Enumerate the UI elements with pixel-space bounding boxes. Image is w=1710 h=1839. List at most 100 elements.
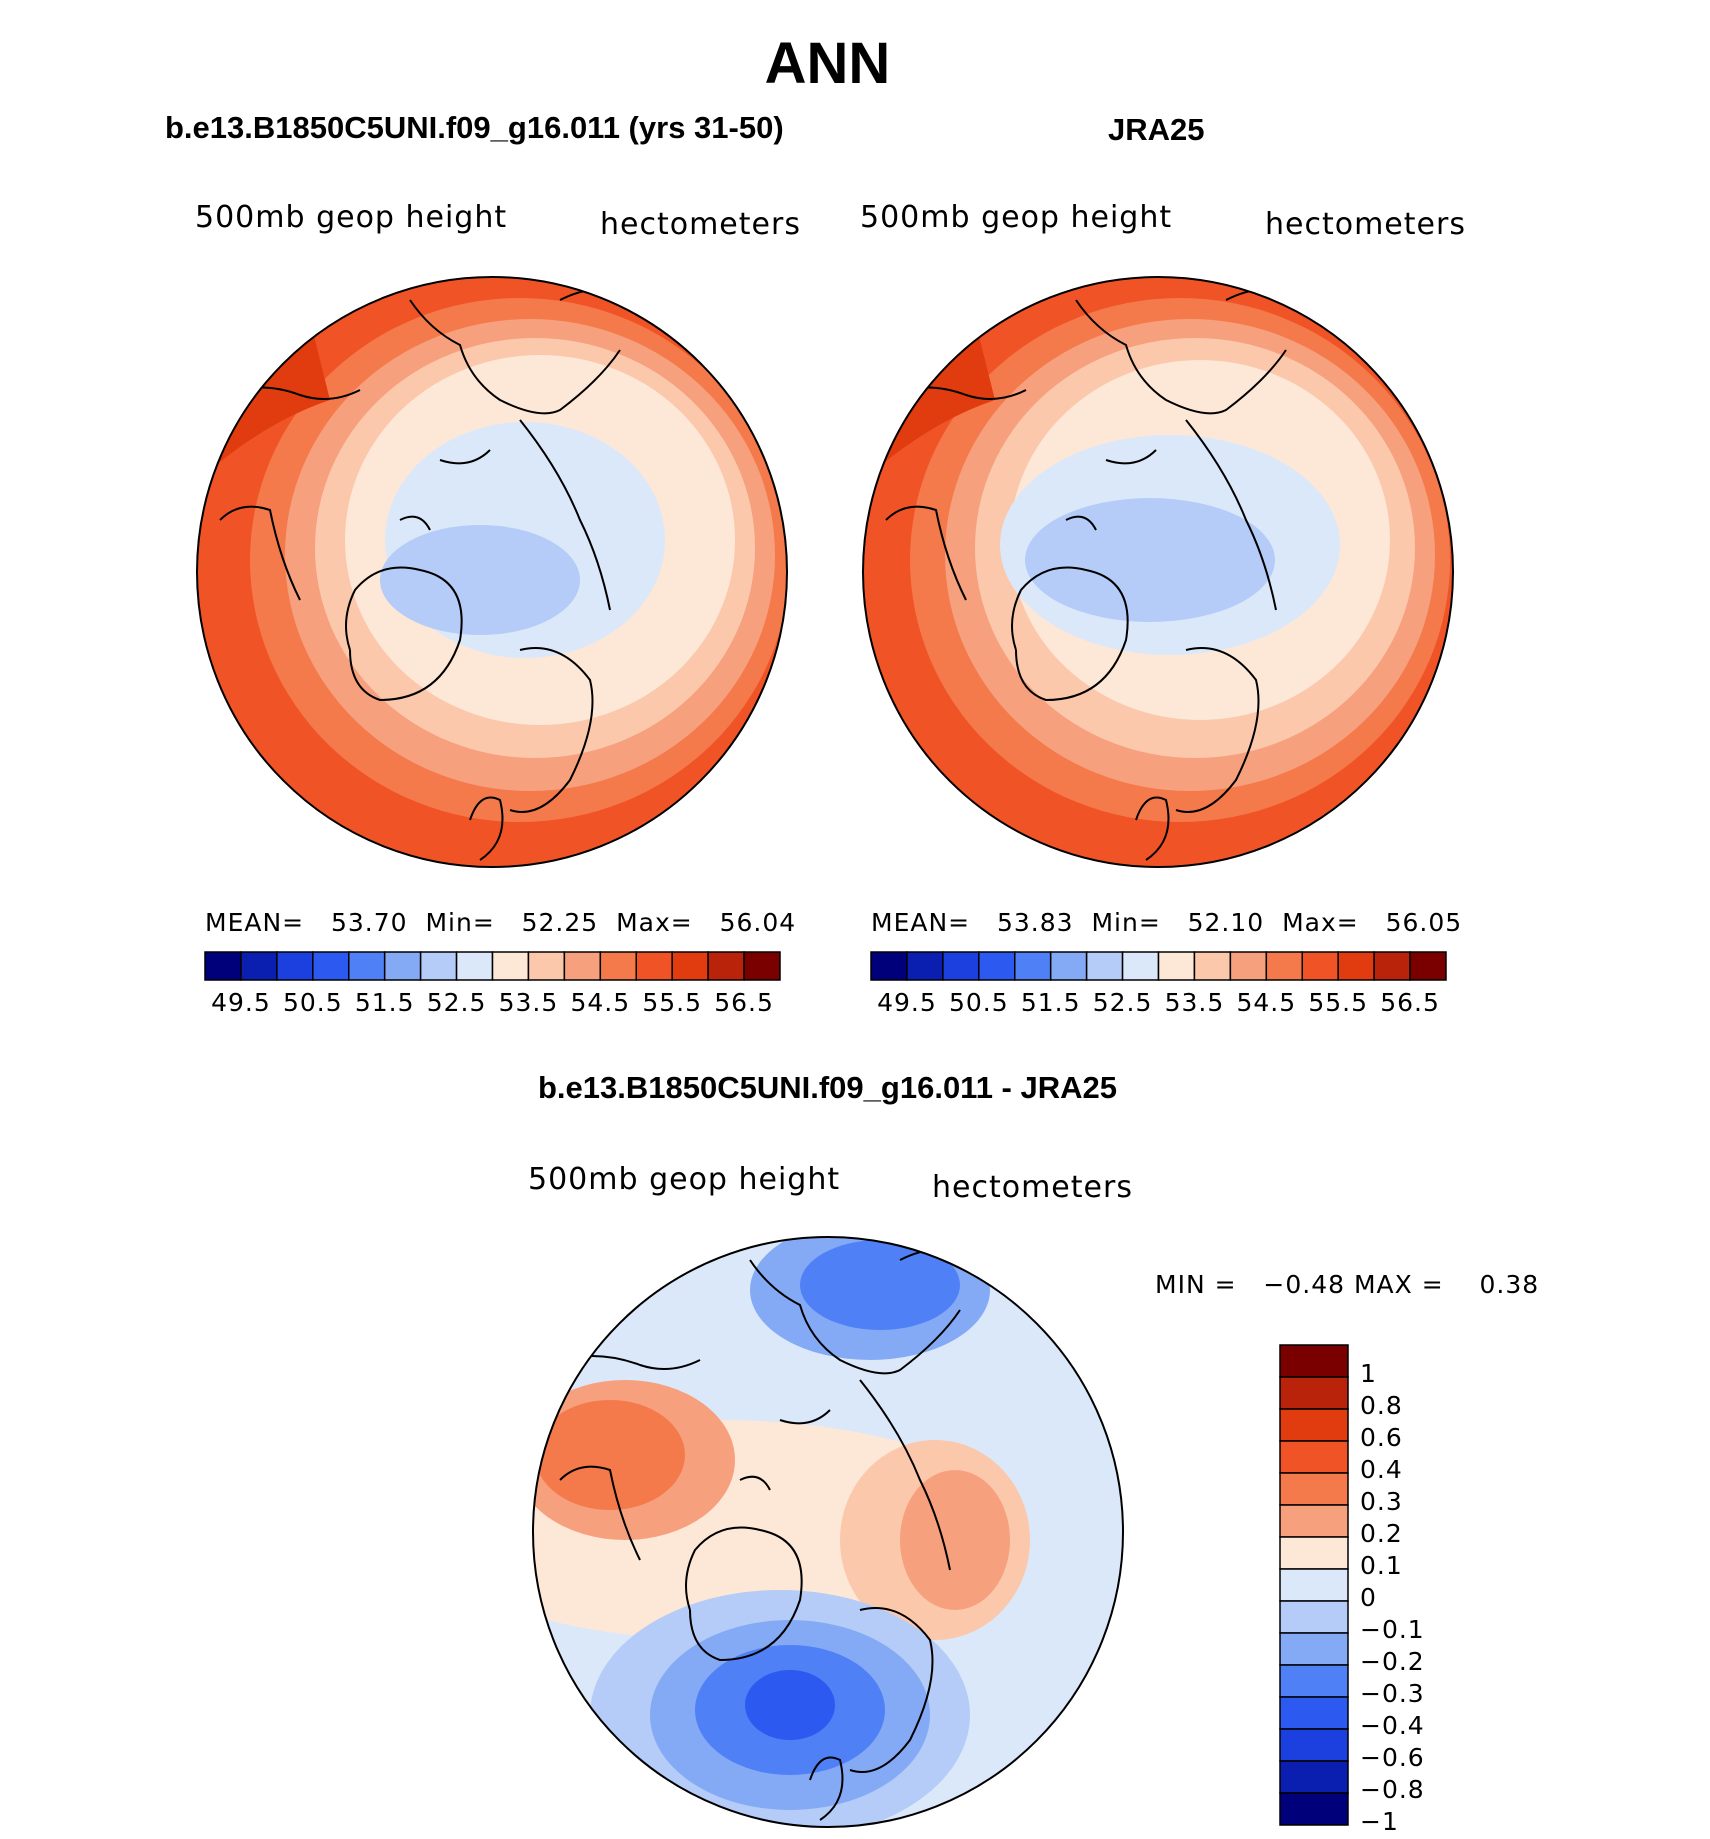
colorbar-tick-label: 49.5 — [211, 988, 271, 1017]
colorbar-tick-label: 56.5 — [714, 988, 774, 1017]
colorbar-swatch — [1409, 951, 1447, 981]
colorbar-swatch — [1279, 1408, 1349, 1442]
right-map — [862, 276, 1454, 868]
colorbar-swatch — [1301, 951, 1339, 981]
right-field-band-52.5 — [1025, 498, 1275, 622]
colorbar-swatch — [743, 951, 781, 981]
colorbar-swatch — [635, 951, 673, 981]
right-mean-value: 53.83 — [996, 908, 1074, 937]
colorbar-swatch — [1279, 1792, 1349, 1826]
colorbar-swatch — [1279, 1344, 1349, 1378]
diff-field-east-high-core — [900, 1470, 1010, 1610]
right-stats: MEAN= 53.83 Min= 52.10 Max= 56.05 — [871, 908, 1462, 937]
left-mean-value: 53.70 — [330, 908, 408, 937]
right-min-label: Min= — [1091, 908, 1161, 937]
colorbar-swatch — [563, 951, 602, 981]
colorbar-tick-label: 54.5 — [570, 988, 631, 1017]
colorbar-swatch — [419, 951, 458, 981]
left-variable-label: 500mb geop height — [195, 200, 508, 235]
colorbar-swatch — [870, 951, 908, 981]
right-units-label: hectometers — [1265, 207, 1466, 242]
left-min-label: Min= — [425, 908, 495, 937]
colorbar-tick-label: −1 — [1360, 1807, 1399, 1836]
colorbar-tick-label: 0.8 — [1360, 1391, 1403, 1420]
right-max-label: Max= — [1282, 908, 1359, 937]
left-units-label: hectometers — [600, 207, 801, 242]
diff-max-label: MAX = — [1353, 1270, 1444, 1299]
diff-units-label: hectometers — [932, 1170, 1133, 1205]
left-max-value: 56.04 — [719, 908, 797, 937]
colorbar-tick-label: 0.1 — [1360, 1551, 1403, 1580]
colorbar-tick-label: −0.2 — [1360, 1647, 1425, 1676]
colorbar-tick-label: 0.2 — [1360, 1519, 1403, 1548]
diff-stats: MIN = −0.48 MAX = 0.38 — [1155, 1270, 1539, 1299]
diff-map-boundary — [532, 1236, 1124, 1828]
colorbar-tick-label: 52.5 — [1092, 988, 1153, 1017]
colorbar-tick-label: 0.4 — [1360, 1455, 1403, 1484]
colorbar-swatch — [1337, 951, 1375, 981]
colorbar-tick-label: 55.5 — [642, 988, 703, 1017]
diff-max-value: 0.38 — [1479, 1270, 1540, 1299]
colorbar-tick-label: 0 — [1360, 1583, 1377, 1612]
colorbar-tick-label: 53.5 — [1164, 988, 1225, 1017]
left-panel-title: b.e13.B1850C5UNI.f09_g16.011 (yrs 31-50) — [165, 110, 784, 145]
diff-field-band-neg0.6 — [745, 1670, 835, 1740]
colorbar-tick-label: 50.5 — [282, 988, 343, 1017]
colorbar-swatch — [1279, 1632, 1349, 1666]
colorbar-swatch — [906, 951, 944, 981]
colorbar-swatch — [455, 951, 494, 981]
colorbar-swatch — [1121, 951, 1160, 981]
right-min-value: 52.10 — [1187, 908, 1265, 937]
left-stats: MEAN= 53.70 Min= 52.25 Max= 56.04 — [205, 908, 796, 937]
diff-min-value: −0.48 — [1263, 1270, 1346, 1299]
colorbar-tick-label: 0.6 — [1360, 1423, 1403, 1452]
difference-colorbar — [1279, 1344, 1349, 1826]
colorbar-swatch — [240, 951, 278, 981]
left-colorbar — [204, 951, 781, 981]
colorbar-swatch — [1193, 951, 1232, 981]
colorbar-swatch — [1279, 1664, 1349, 1698]
colorbar-swatch — [978, 951, 1016, 981]
colorbar-tick-label: −0.1 — [1360, 1615, 1425, 1644]
colorbar-swatch — [1279, 1472, 1349, 1506]
colorbar-swatch — [1279, 1760, 1349, 1794]
colorbar-swatch — [1279, 1696, 1349, 1730]
colorbar-swatch — [1279, 1376, 1349, 1410]
diff-field-west-high-core — [535, 1400, 685, 1510]
colorbar-tick-label: 50.5 — [948, 988, 1009, 1017]
left-map — [196, 276, 788, 868]
colorbar-swatch — [527, 951, 566, 981]
colorbar-tick-label: −0.6 — [1360, 1743, 1425, 1772]
left-min-value: 52.25 — [521, 908, 599, 937]
diff-field-north-low-core — [800, 1240, 960, 1330]
colorbar-swatch — [1085, 951, 1124, 981]
main-title: ANN — [764, 31, 891, 96]
colorbar-swatch — [1373, 951, 1411, 981]
colorbar-swatch — [1229, 951, 1268, 981]
colorbar-tick-label: 49.5 — [877, 988, 937, 1017]
colorbar-tick-label: 53.5 — [498, 988, 559, 1017]
colorbar-swatch — [942, 951, 980, 981]
colorbar-swatch — [1279, 1504, 1349, 1538]
diff-variable-label: 500mb geop height — [528, 1162, 841, 1197]
colorbar-swatch — [1279, 1728, 1349, 1762]
colorbar-tick-label: 51.5 — [1020, 988, 1081, 1017]
colorbar-swatch — [599, 951, 637, 981]
colorbar-tick-label: 51.5 — [354, 988, 415, 1017]
colorbar-swatch — [491, 951, 530, 981]
colorbar-swatch — [383, 951, 422, 981]
difference-panel-title: b.e13.B1850C5UNI.f09_g16.011 - JRA25 — [538, 1070, 1117, 1105]
colorbar-swatch — [1049, 951, 1088, 981]
left-max-label: Max= — [616, 908, 693, 937]
right-max-value: 56.05 — [1385, 908, 1463, 937]
colorbar-tick-label: 56.5 — [1380, 988, 1440, 1017]
colorbar-swatch — [204, 951, 242, 981]
colorbar-tick-label: 55.5 — [1308, 988, 1369, 1017]
colorbar-tick-label: 54.5 — [1236, 988, 1297, 1017]
colorbar-tick-label: −0.3 — [1360, 1679, 1425, 1708]
colorbar-tick-label: 0.3 — [1360, 1487, 1403, 1516]
right-map-boundary — [862, 276, 1454, 868]
colorbar-tick-label: −0.4 — [1360, 1711, 1425, 1740]
colorbar-tick-label: 52.5 — [426, 988, 487, 1017]
